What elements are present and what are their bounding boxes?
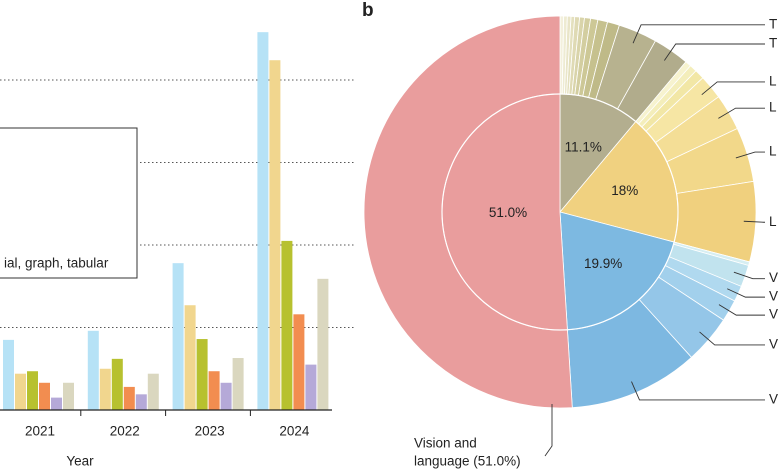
bar (269, 60, 281, 411)
x-tick-label: 2024 (279, 424, 310, 439)
segment-label: T (769, 36, 777, 51)
x-tick-label: 2021 (25, 424, 55, 439)
bar (184, 305, 196, 410)
annotation: language (51.0%) (414, 454, 521, 469)
leader-line (699, 331, 765, 346)
bar (220, 382, 232, 410)
leader-line (743, 220, 765, 223)
bar (15, 373, 26, 410)
bar (3, 339, 14, 410)
leader-line (727, 288, 765, 298)
segment-label: L (769, 144, 777, 159)
inner-label: 18% (611, 183, 638, 198)
bar (196, 339, 208, 410)
bar (232, 358, 244, 410)
ring-divider (441, 93, 679, 331)
leader-line (701, 81, 765, 96)
bar (293, 314, 305, 410)
x-axis-title: Year (66, 454, 94, 469)
bar (123, 386, 135, 410)
leader-line (631, 381, 765, 401)
annotation-leader (544, 404, 553, 457)
bar (281, 240, 293, 410)
bar (208, 371, 220, 410)
panel-label: b (362, 0, 374, 21)
segment-label: L (769, 100, 777, 115)
bar (172, 263, 184, 410)
bar (87, 330, 99, 410)
legend-text: ial, graph, tabular (4, 256, 109, 271)
leader-line (735, 151, 765, 159)
segment-label: T (769, 16, 777, 31)
leader-line (632, 24, 765, 44)
leader-line (718, 304, 765, 316)
segment-label: V (769, 270, 778, 285)
inner-label: 51.0% (489, 205, 527, 220)
x-tick-label: 2022 (110, 424, 140, 439)
bar (317, 278, 329, 410)
inner-label: 19.9% (584, 256, 622, 271)
bar (99, 368, 111, 410)
leader-line (718, 107, 765, 119)
bar (135, 394, 147, 410)
leader-line (664, 43, 765, 61)
segment-label: L (769, 74, 777, 89)
segment-label: L (769, 214, 777, 229)
bar (39, 382, 50, 410)
bar (63, 382, 74, 410)
segment-label: V (769, 337, 778, 352)
segment-label: V (769, 307, 778, 322)
bar (51, 397, 62, 410)
segment-label: V (769, 289, 778, 304)
bar (257, 32, 269, 411)
annotation: Vision and (414, 436, 477, 451)
leader-line (733, 271, 765, 280)
legend-box (0, 127, 138, 279)
bar (147, 373, 159, 410)
bar (27, 371, 38, 410)
inner-label: 11.1% (565, 140, 602, 155)
segment-label: V (769, 392, 778, 407)
bar (305, 364, 317, 410)
bar (111, 358, 123, 410)
x-tick-label: 2023 (195, 424, 225, 439)
